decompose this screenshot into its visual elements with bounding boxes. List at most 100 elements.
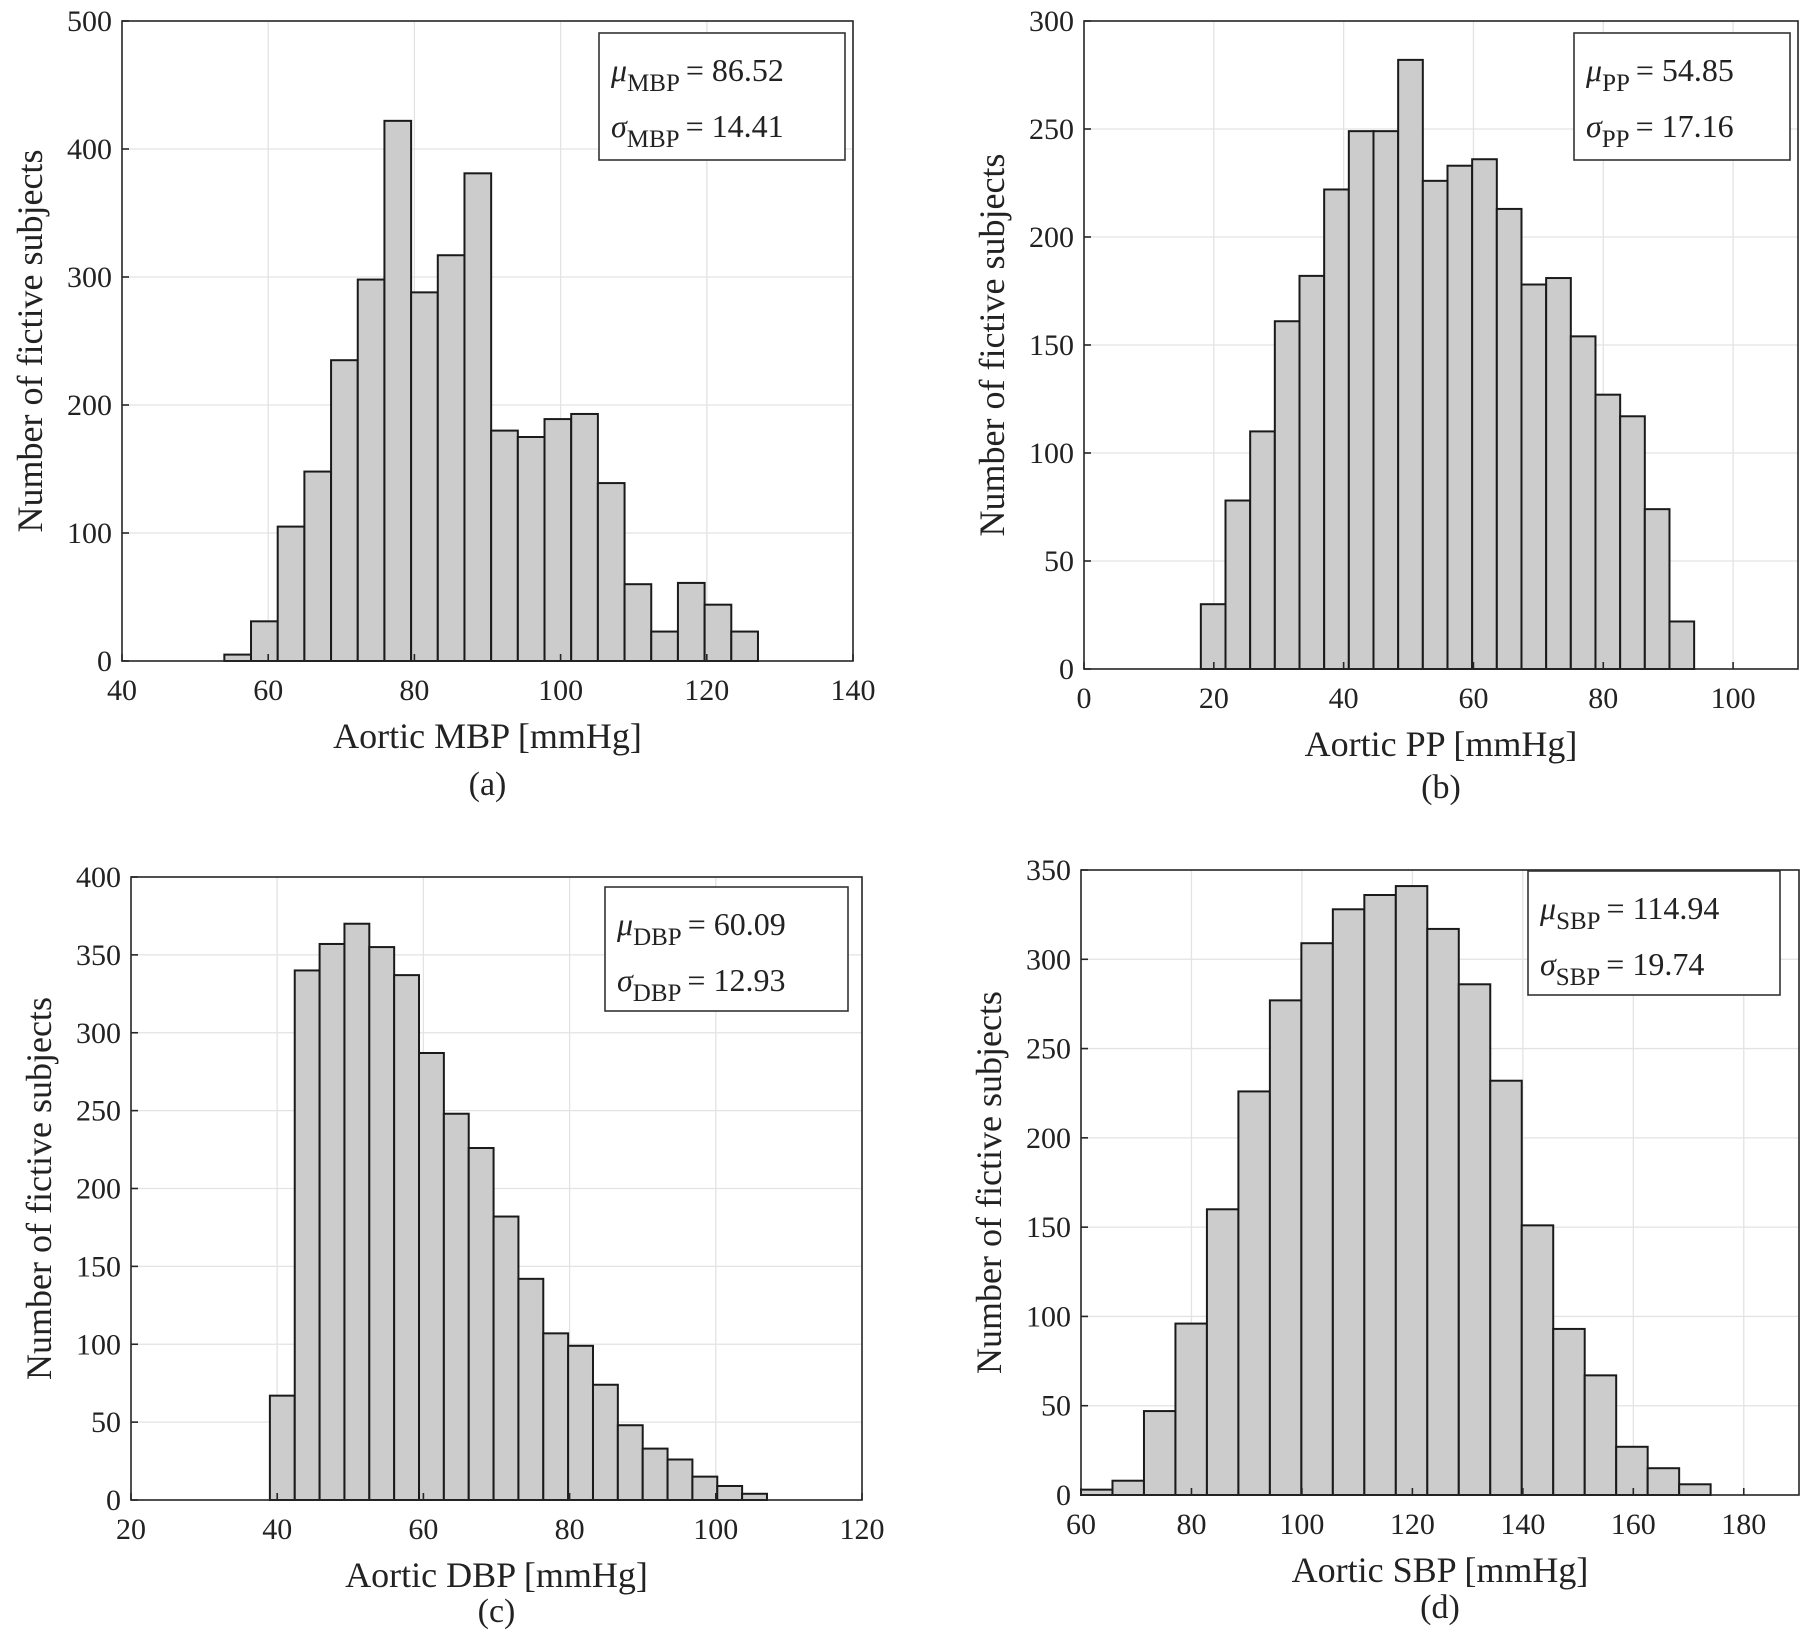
- panel-caption: (d): [1420, 1589, 1460, 1626]
- panel-caption: (a): [469, 766, 507, 803]
- histogram-bar: [492, 1215, 520, 1502]
- stat-value: = 60.09: [688, 906, 786, 942]
- y-tick-label: 200: [67, 389, 112, 422]
- x-tick-label: 100: [693, 1513, 738, 1546]
- histogram-bar: [676, 581, 706, 662]
- stat-symbol: σ: [1540, 946, 1557, 982]
- x-axis-label: Aortic PP [mmHg]: [1305, 724, 1578, 764]
- histogram-bar: [1372, 130, 1400, 671]
- x-axis-label: Aortic DBP [mmHg]: [345, 1555, 648, 1595]
- y-tick-label: 100: [76, 1328, 121, 1361]
- y-tick-label: 350: [76, 939, 121, 972]
- y-tick-label: 300: [67, 261, 112, 294]
- x-tick-label: 80: [1176, 1508, 1206, 1541]
- stat-symbol: μ: [1585, 52, 1602, 88]
- y-tick-label: 100: [1026, 1300, 1071, 1333]
- histogram-bar: [517, 1277, 545, 1501]
- y-tick-label: 250: [1029, 113, 1074, 146]
- histogram-bar: [1615, 1445, 1649, 1497]
- histogram-bar: [268, 1394, 296, 1501]
- histogram-bar: [650, 630, 679, 662]
- histogram-bar: [1080, 1488, 1114, 1496]
- x-tick-label: 0: [1077, 682, 1092, 715]
- std-stat: σSBP = 19.74: [1540, 946, 1704, 991]
- stat-value: = 54.85: [1636, 52, 1734, 88]
- axes-frame: [121, 20, 854, 662]
- chart-panel-1: 40 60 80 100 120 140 0 100 200 300 400 500 Aortic MB…: [10, 5, 876, 803]
- histogram-bar: [1298, 274, 1326, 670]
- y-tick-label: 0: [106, 1484, 121, 1517]
- histogram-bar: [1446, 164, 1474, 670]
- histogram-bar: [1174, 1322, 1208, 1496]
- histogram-bar: [356, 278, 386, 662]
- y-tick-label: 400: [76, 861, 121, 894]
- histogram-bar: [1300, 942, 1334, 1496]
- histogram-bar: [442, 1112, 470, 1501]
- stat-value: = 86.52: [686, 52, 784, 88]
- x-tick-label: 100: [1711, 682, 1756, 715]
- x-tick-label: 160: [1611, 1508, 1656, 1541]
- x-tick-label: 140: [831, 674, 876, 707]
- stats-box: [598, 32, 846, 161]
- stat-value: = 12.93: [687, 962, 785, 998]
- stat-value: = 14.41: [686, 108, 784, 144]
- histogram-bar: [741, 1492, 768, 1502]
- histogram-bar: [467, 1147, 495, 1501]
- x-tick-label: 80: [555, 1513, 585, 1546]
- y-tick-label: 50: [1044, 545, 1074, 578]
- stats-box: [604, 886, 849, 1012]
- std-stat: σDBP = 12.93: [617, 962, 785, 1007]
- histogram-bar: [1643, 508, 1671, 670]
- y-tick-label: 250: [1026, 1033, 1071, 1066]
- chart-panel-2: 0 20 40 60 80 100 0 50 100 150 200 250 300 Aortic PP …: [972, 5, 1799, 806]
- histogram-bar: [691, 1475, 719, 1501]
- mean-stat: μMBP = 86.52: [610, 52, 784, 97]
- histogram-bar: [1583, 1374, 1618, 1497]
- x-tick-label: 80: [399, 674, 429, 707]
- histogram-bar: [293, 969, 321, 1501]
- histogram-bar: [250, 620, 279, 663]
- x-axis-label: Aortic MBP [mmHg]: [333, 716, 642, 756]
- y-axis-label: Number of fictive subjects: [972, 154, 1012, 537]
- x-tick-label: 60: [253, 674, 283, 707]
- x-tick-label: 20: [116, 1513, 146, 1546]
- histogram-bar: [368, 946, 396, 1501]
- stat-symbol: σ: [617, 962, 634, 998]
- histogram-bar: [1552, 1327, 1586, 1497]
- x-tick-label: 40: [107, 674, 137, 707]
- histogram-bar: [1205, 1208, 1240, 1497]
- histogram-bar: [1347, 130, 1375, 671]
- histogram-bar: [393, 974, 421, 1501]
- x-tick-label: 180: [1721, 1508, 1766, 1541]
- histogram-bar: [716, 1484, 744, 1502]
- y-tick-label: 100: [1029, 437, 1074, 470]
- x-tick-label: 60: [408, 1513, 438, 1546]
- histogram-bar: [1594, 393, 1622, 670]
- stat-subscript: PP: [1602, 70, 1630, 97]
- histogram-bar: [1224, 499, 1252, 670]
- y-tick-label: 400: [67, 133, 112, 166]
- panel-caption: (b): [1421, 769, 1461, 806]
- histogram-bar: [543, 418, 573, 662]
- stat-symbol: σ: [1586, 108, 1603, 144]
- x-tick-label: 60: [1066, 1508, 1096, 1541]
- histogram-bar: [490, 429, 519, 662]
- y-tick-label: 300: [1029, 5, 1074, 38]
- histogram-bar: [623, 583, 653, 663]
- histogram-bar: [1394, 885, 1429, 1496]
- histogram-bar: [276, 525, 306, 662]
- histogram-bar: [1520, 283, 1548, 670]
- histogram-bar: [1457, 983, 1492, 1496]
- std-stat: σPP = 17.16: [1586, 108, 1734, 153]
- stat-subscript: SBP: [1556, 964, 1600, 991]
- histogram-bar: [1520, 1224, 1555, 1497]
- y-tick-label: 250: [76, 1095, 121, 1128]
- histogram-bar: [616, 1424, 644, 1501]
- x-tick-label: 100: [1279, 1508, 1324, 1541]
- stat-value: = 19.74: [1606, 946, 1704, 982]
- axes-frame: [1080, 869, 1800, 1496]
- y-tick-label: 0: [1059, 653, 1074, 686]
- histogram-bar: [567, 1344, 594, 1501]
- histogram-bar: [1111, 1479, 1145, 1496]
